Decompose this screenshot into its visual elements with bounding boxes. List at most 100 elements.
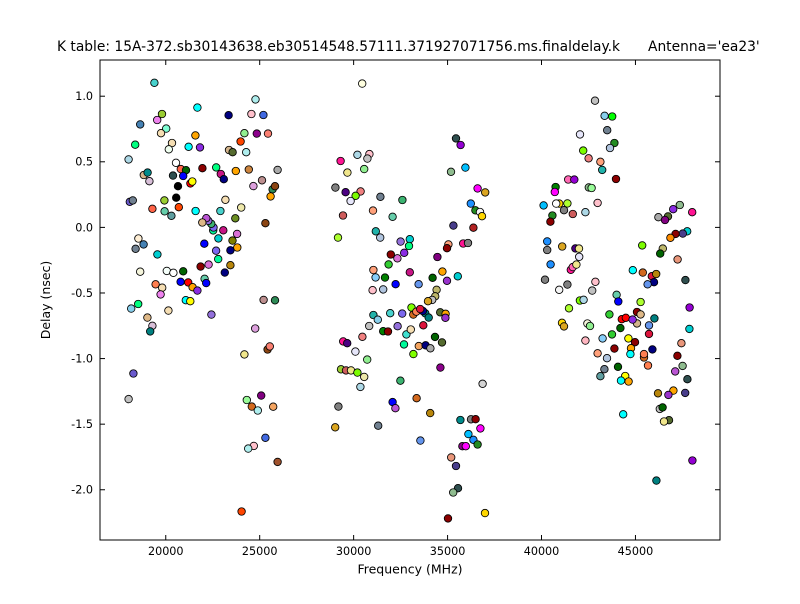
data-point — [568, 209, 577, 219]
data-point — [153, 115, 162, 125]
data-point — [426, 408, 435, 418]
data-point — [423, 297, 433, 306]
data-point — [346, 196, 355, 206]
data-point — [391, 404, 400, 413]
plot-title: K table: 15A-372.sb30143638.eb30514548.5… — [57, 39, 620, 55]
data-point — [200, 239, 209, 248]
data-point — [143, 313, 152, 322]
data-point — [469, 223, 478, 232]
data-point — [678, 361, 687, 371]
data-point — [396, 237, 405, 246]
x-axis-label: Frequency (MHz) — [357, 562, 462, 577]
data-point — [128, 196, 137, 205]
data-point — [196, 262, 205, 271]
data-point — [176, 277, 185, 286]
data-point — [581, 208, 590, 217]
data-point — [480, 508, 490, 518]
data-point — [406, 325, 415, 334]
data-point — [613, 362, 623, 371]
data-point — [124, 155, 133, 164]
data-point — [579, 146, 588, 155]
data-point — [386, 309, 395, 318]
data-point — [219, 175, 228, 184]
data-point — [204, 260, 213, 269]
data-point — [202, 278, 211, 288]
data-point — [343, 339, 352, 348]
data-point — [683, 375, 692, 384]
data-point — [652, 476, 661, 485]
data-point — [656, 249, 665, 258]
data-point — [399, 340, 409, 349]
data-point — [630, 338, 640, 347]
data-point — [343, 168, 352, 177]
data-point — [351, 191, 360, 200]
data-point — [398, 309, 407, 318]
data-point — [134, 234, 143, 243]
data-point — [151, 280, 160, 289]
data-point — [261, 433, 270, 442]
data-point — [158, 283, 167, 292]
data-point — [150, 78, 159, 87]
data-point — [416, 304, 425, 314]
y-tick-label: -2.0 — [71, 484, 93, 497]
data-point — [265, 342, 274, 351]
data-point — [624, 377, 633, 386]
y-tick-label: -0.5 — [71, 287, 93, 300]
data-point — [559, 206, 569, 215]
data-point — [251, 95, 260, 104]
data-point — [473, 184, 482, 193]
data-point — [442, 244, 452, 253]
data-point — [673, 351, 682, 360]
data-point — [338, 211, 348, 220]
data-point — [136, 267, 145, 276]
data-point — [579, 295, 588, 304]
data-point — [270, 296, 280, 305]
x-tick-label: 40000 — [524, 545, 560, 558]
data-point — [598, 165, 607, 175]
data-point — [374, 421, 383, 430]
data-point — [193, 103, 202, 112]
data-point — [666, 233, 675, 242]
data-point — [376, 192, 385, 201]
data-point — [664, 390, 673, 400]
tick-labels-layer: 20000 25000 30000 35000 40000 45000 1.0 0.5 0.0 -… — [71, 90, 653, 558]
data-point — [270, 182, 280, 191]
data-point — [673, 255, 682, 264]
data-point — [171, 158, 181, 167]
data-point — [596, 157, 605, 166]
data-point — [652, 269, 661, 279]
data-point — [660, 215, 670, 225]
data-point — [247, 402, 256, 411]
data-point — [393, 254, 402, 263]
data-point — [685, 303, 694, 312]
data-point — [539, 201, 548, 210]
data-point — [596, 372, 605, 381]
data-point — [441, 313, 450, 322]
data-point — [456, 415, 465, 425]
data-point — [146, 327, 155, 336]
data-point — [379, 285, 388, 294]
data-point — [360, 164, 369, 174]
data-point — [253, 406, 262, 415]
data-point — [393, 322, 402, 331]
data-point — [572, 260, 581, 269]
data-point — [671, 367, 680, 376]
data-point — [233, 243, 242, 252]
data-point — [336, 156, 345, 166]
data-point — [643, 280, 652, 289]
data-point — [236, 137, 245, 146]
data-point — [675, 200, 684, 210]
data-point — [424, 313, 433, 322]
data-point — [358, 79, 367, 88]
data-point — [388, 212, 397, 221]
data-point — [160, 207, 169, 216]
data-point — [143, 168, 152, 177]
data-point — [643, 361, 653, 370]
data-point — [244, 444, 253, 453]
data-point — [124, 394, 133, 404]
data-point — [351, 347, 360, 356]
data-point — [575, 130, 585, 139]
data-point — [240, 350, 249, 359]
data-point — [224, 111, 233, 120]
